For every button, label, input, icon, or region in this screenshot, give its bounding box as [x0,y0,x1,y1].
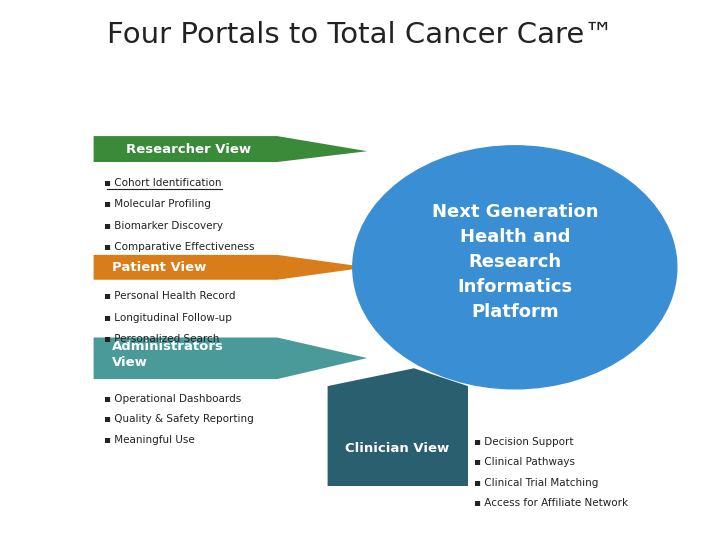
Text: ▪ Biomarker Discovery: ▪ Biomarker Discovery [104,221,223,231]
Text: ▪ Access for Affiliate Network: ▪ Access for Affiliate Network [474,498,628,508]
Text: ▪ Operational Dashboards: ▪ Operational Dashboards [104,394,242,403]
Text: Administrators
View: Administrators View [112,340,223,369]
Text: ▪ Meaningful Use: ▪ Meaningful Use [104,435,195,444]
Circle shape [353,146,677,389]
Text: Four Portals to Total Cancer Care™: Four Portals to Total Cancer Care™ [107,21,613,49]
Text: ▪ Clinical Trial Matching: ▪ Clinical Trial Matching [474,478,598,488]
Text: ▪ Cohort Identification: ▪ Cohort Identification [104,178,222,187]
Polygon shape [94,338,367,379]
Polygon shape [328,368,468,486]
Polygon shape [94,255,367,280]
Text: ▪ Quality & Safety Reporting: ▪ Quality & Safety Reporting [104,414,254,424]
Text: Clinician View: Clinician View [346,442,449,455]
Text: Patient View: Patient View [112,261,206,274]
Text: ▪ Molecular Profiling: ▪ Molecular Profiling [104,199,211,209]
Text: ▪ Longitudinal Follow-up: ▪ Longitudinal Follow-up [104,313,233,322]
Text: ▪ Decision Support: ▪ Decision Support [474,437,573,447]
Text: ▪ Clinical Pathways: ▪ Clinical Pathways [474,457,575,467]
Polygon shape [94,136,367,162]
Text: Next Generation
Health and
Research
Informatics
Platform: Next Generation Health and Research Info… [431,203,598,321]
Text: ▪ Personalized Search: ▪ Personalized Search [104,334,220,344]
Text: Researcher View: Researcher View [126,143,251,156]
Text: ▪ Comparative Effectiveness: ▪ Comparative Effectiveness [104,242,255,252]
Text: ▪ Personal Health Record: ▪ Personal Health Record [104,291,236,301]
